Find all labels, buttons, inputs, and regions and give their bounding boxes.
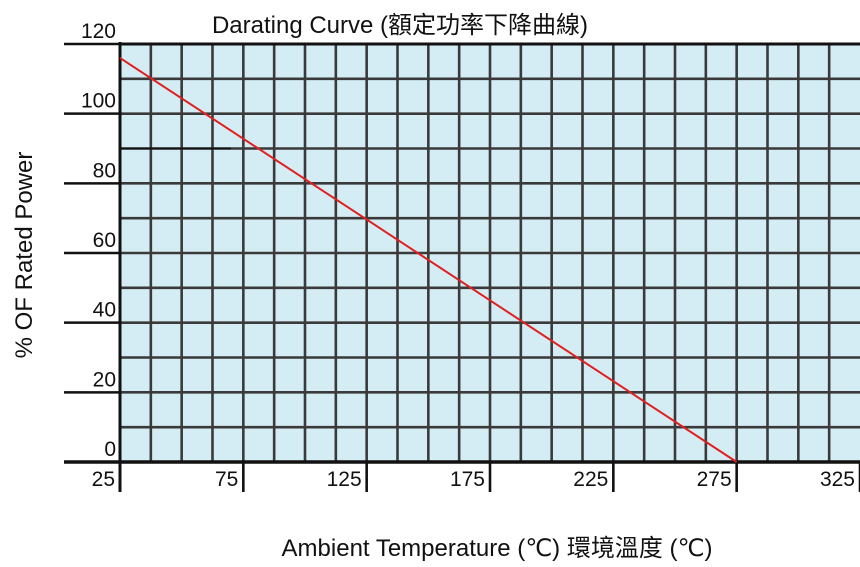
y-tick-label: 120	[81, 20, 116, 43]
series-layer	[119, 57, 738, 463]
y-tick-label: 100	[81, 90, 116, 113]
x-tick-label: 125	[327, 468, 362, 491]
y-tick-label: 80	[93, 159, 116, 182]
x-tick-label: 225	[573, 468, 608, 491]
y-tick-label: 60	[93, 229, 116, 252]
y-tick-label: 40	[93, 299, 116, 322]
x-axis-label: Ambient Temperature (℃) 環境溫度 (℃)	[282, 535, 713, 562]
y-tick-label: 0	[104, 438, 116, 461]
x-tick-label: 325	[820, 468, 855, 491]
chart-title: Darating Curve (額定功率下降曲線)	[212, 12, 588, 39]
y-tick-label: 20	[93, 368, 116, 391]
axis-ticks: 120 100 80 60 40 20 0 25 75 125 175 225 275 325	[64, 20, 860, 492]
x-tick-label: 275	[697, 468, 732, 491]
x-tick-label: 175	[450, 468, 485, 491]
y-axis-label: % OF Rated Power	[11, 152, 38, 359]
x-tick-label: 75	[215, 468, 238, 491]
x-tick-label: 25	[92, 468, 115, 491]
gridlines	[64, 42, 860, 492]
derating-curve-line	[119, 57, 738, 463]
